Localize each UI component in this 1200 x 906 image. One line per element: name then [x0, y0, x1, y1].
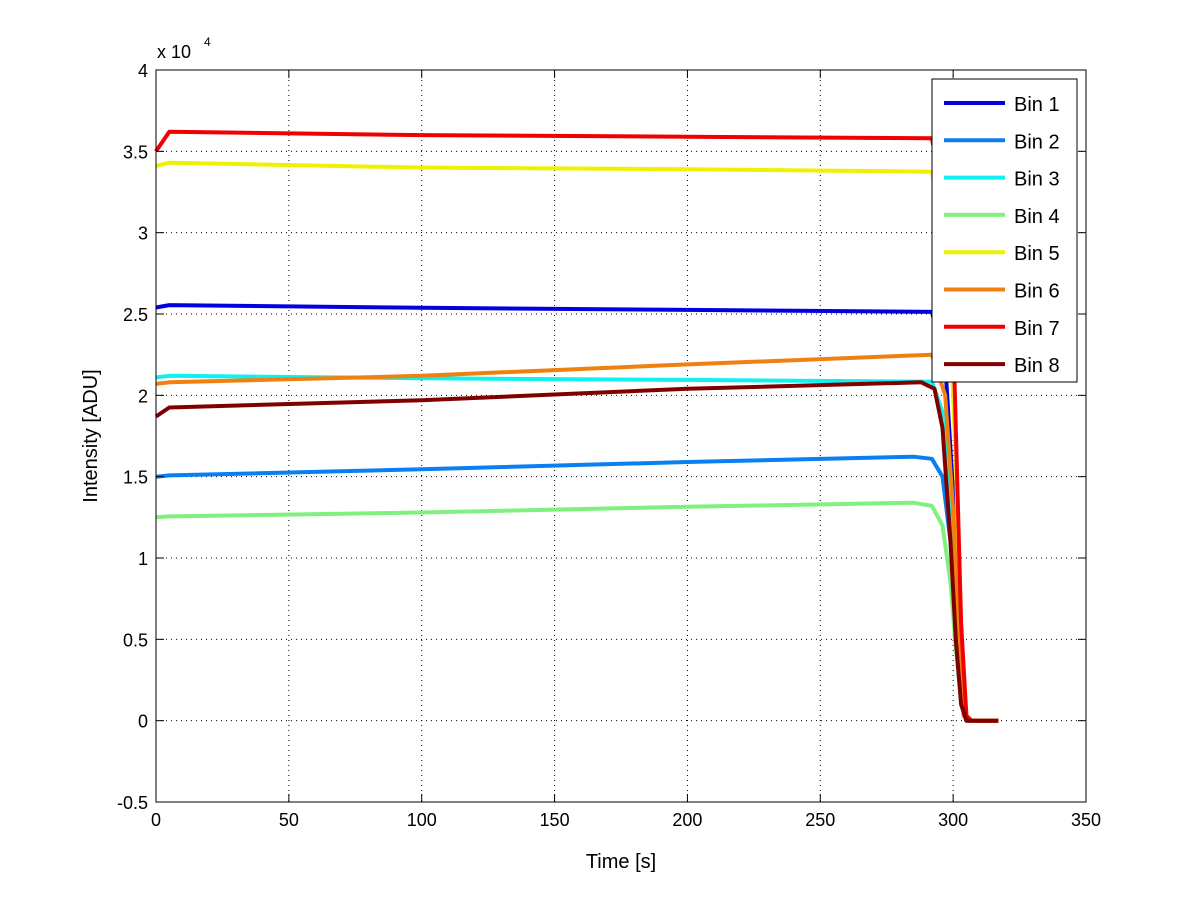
y-tick-label: 0 — [138, 712, 148, 732]
x-axis-label: Time [s] — [586, 851, 656, 873]
y-axis-label: Intensity [ADU] — [80, 369, 102, 502]
x-tick-label: 250 — [805, 810, 835, 830]
y-tick-label: 4 — [138, 61, 148, 81]
series-line-bin-5 — [155, 160, 999, 723]
axis-ticks: 0 50 100 150 200 250 300 350-0.500.511.522.533.… — [117, 61, 1101, 830]
y-tick-label: -0.5 — [117, 793, 148, 813]
y-exponent-label: x 10 — [157, 42, 191, 62]
y-tick-label: 2 — [138, 386, 148, 406]
legend-label-bin-8: Bin 8 — [1014, 355, 1060, 377]
x-tick-label: 350 — [1071, 810, 1101, 830]
y-tick-label: 2.5 — [123, 305, 148, 325]
x-tick-label: 50 — [279, 810, 299, 830]
plot-area-frame — [155, 69, 1087, 803]
y-tick-label: 0.5 — [123, 630, 148, 650]
legend-label-bin-6: Bin 6 — [1014, 281, 1060, 303]
legend-label-bin-3: Bin 3 — [1014, 169, 1060, 191]
x-tick-label: 100 — [407, 810, 437, 830]
y-tick-label: 1.5 — [123, 468, 148, 488]
y-tick-label: 3.5 — [123, 142, 148, 162]
y-tick-label: 1 — [138, 549, 148, 569]
series-line-bin-7 — [154, 129, 999, 723]
legend-label-bin-4: Bin 4 — [1014, 206, 1060, 228]
y-tick-label: 3 — [138, 224, 148, 244]
legend-label-bin-1: Bin 1 — [1014, 94, 1060, 116]
y-exponent-power: 4 — [204, 35, 211, 49]
x-tick-label: 200 — [672, 810, 702, 830]
x-tick-label: 150 — [540, 810, 570, 830]
series-line-bin-4 — [155, 500, 999, 723]
legend-label-bin-2: Bin 2 — [1014, 131, 1060, 153]
x-tick-label: 0 — [151, 810, 161, 830]
legend-box — [931, 78, 1078, 383]
series-lines — [154, 129, 999, 723]
series-line-bin-6 — [155, 352, 999, 723]
legend-label-bin-7: Bin 7 — [1014, 318, 1060, 340]
legend-label-bin-5: Bin 5 — [1014, 243, 1060, 265]
legend: Bin 1 Bin 2 Bin 3 Bin 4 Bin 5 Bin 6 Bin 7 Bin 8 — [931, 78, 1078, 383]
series-line-bin-3 — [155, 373, 999, 723]
x-tick-label: 300 — [938, 810, 968, 830]
series-line-bin-8 — [154, 380, 999, 723]
series-line-bin-2 — [155, 454, 999, 723]
